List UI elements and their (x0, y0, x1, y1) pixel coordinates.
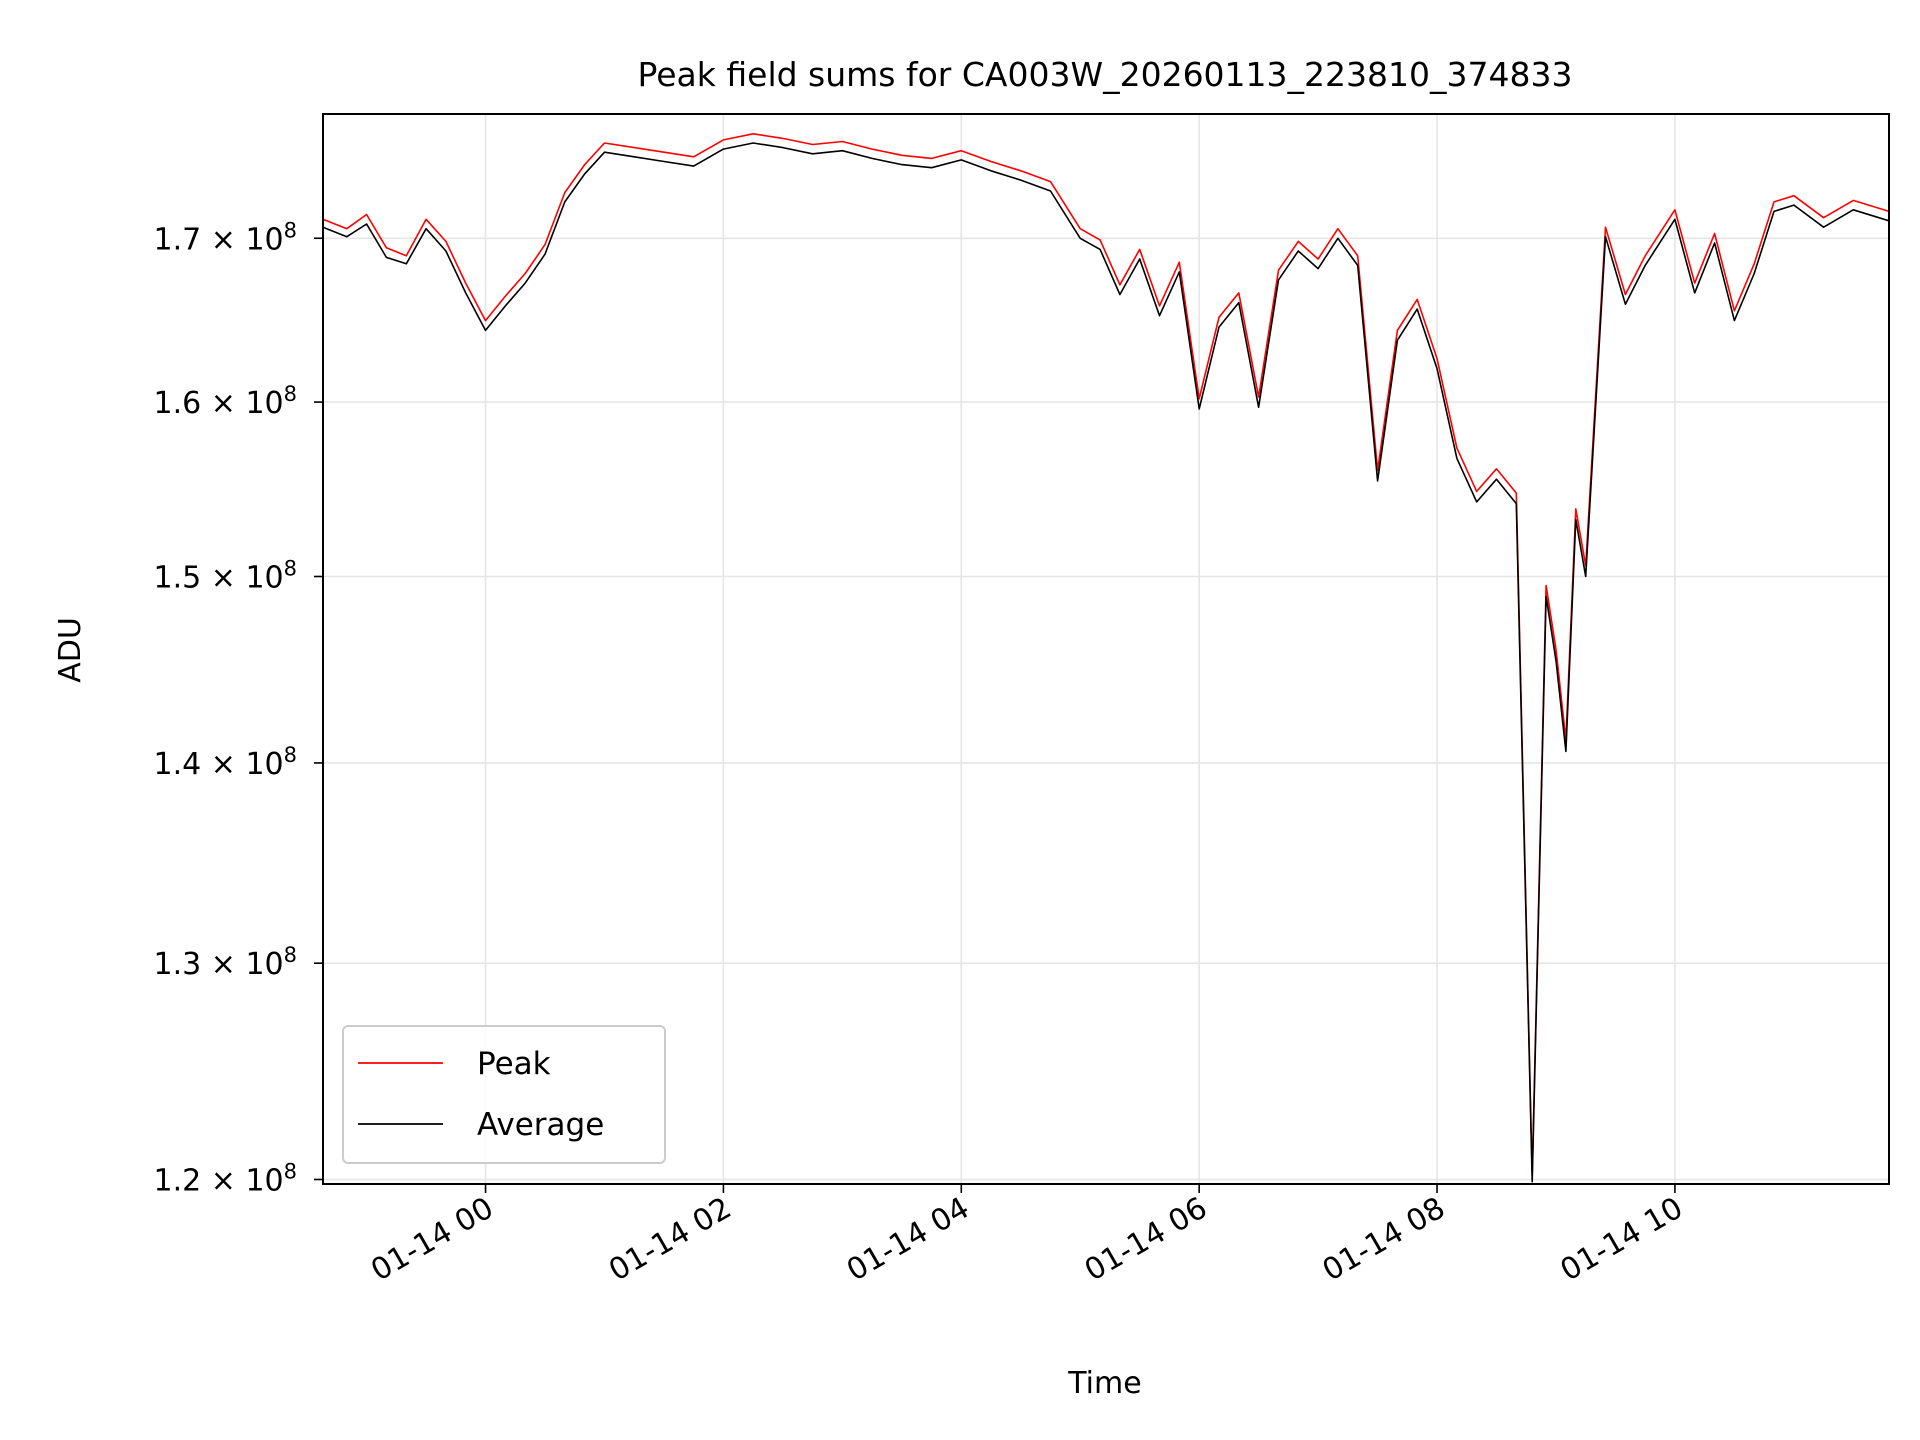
y-tick-exponent: 8 (284, 382, 297, 406)
y-tick-mantissa: 1.2 × 10 (154, 1163, 284, 1198)
legend-box (342, 1025, 666, 1164)
y-tick-mantissa: 1.4 × 10 (154, 747, 284, 782)
y-tick-exponent: 8 (284, 743, 297, 767)
y-tick-label: 1.4 × 108 (154, 743, 297, 782)
y-tick-mantissa: 1.7 × 10 (154, 222, 284, 257)
legend-label-average: Average (477, 1107, 604, 1143)
y-tick-label: 1.2 × 108 (154, 1159, 297, 1198)
grid (323, 114, 1889, 1184)
y-tick-mantissa: 1.5 × 10 (154, 560, 284, 595)
y-tick-mantissa: 1.6 × 10 (154, 386, 284, 421)
x-tick-label: 01-14 02 (603, 1191, 737, 1289)
y-tick-exponent: 8 (284, 556, 297, 580)
y-tick-label: 1.7 × 108 (154, 218, 297, 257)
plot-frame (322, 113, 1890, 1185)
legend: Peak Average (342, 1025, 666, 1164)
y-tick-exponent: 8 (284, 218, 297, 242)
y-tick-exponent: 8 (284, 943, 297, 967)
x-tick-label: 01-14 08 (1317, 1191, 1451, 1289)
x-tick-label: 01-14 10 (1555, 1191, 1689, 1289)
y-tick-exponent: 8 (284, 1159, 297, 1183)
y-tick-label: 1.3 × 108 (154, 943, 297, 982)
series-line-average (322, 142, 1890, 1183)
x-tick-label: 01-14 00 (365, 1191, 499, 1289)
y-tick-label: 1.5 × 108 (154, 556, 297, 595)
x-tick-label: 01-14 04 (841, 1191, 975, 1289)
chart-title: Peak field sums for CA003W_20260113_2238… (638, 55, 1573, 94)
x-axis: 01-14 00 01-14 02 01-14 04 01-14 06 01-14 08… (365, 1184, 1689, 1288)
x-tick-label: 01-14 06 (1079, 1191, 1213, 1289)
y-tick-label: 1.6 × 108 (154, 382, 297, 421)
y-tick-mantissa: 1.3 × 10 (154, 947, 284, 982)
legend-label-peak: Peak (477, 1046, 551, 1082)
y-axis-title: ADU (53, 617, 88, 683)
series-layer (322, 133, 1890, 1183)
x-axis-title: Time (1067, 1366, 1141, 1401)
series-line-peak (322, 133, 1890, 1176)
